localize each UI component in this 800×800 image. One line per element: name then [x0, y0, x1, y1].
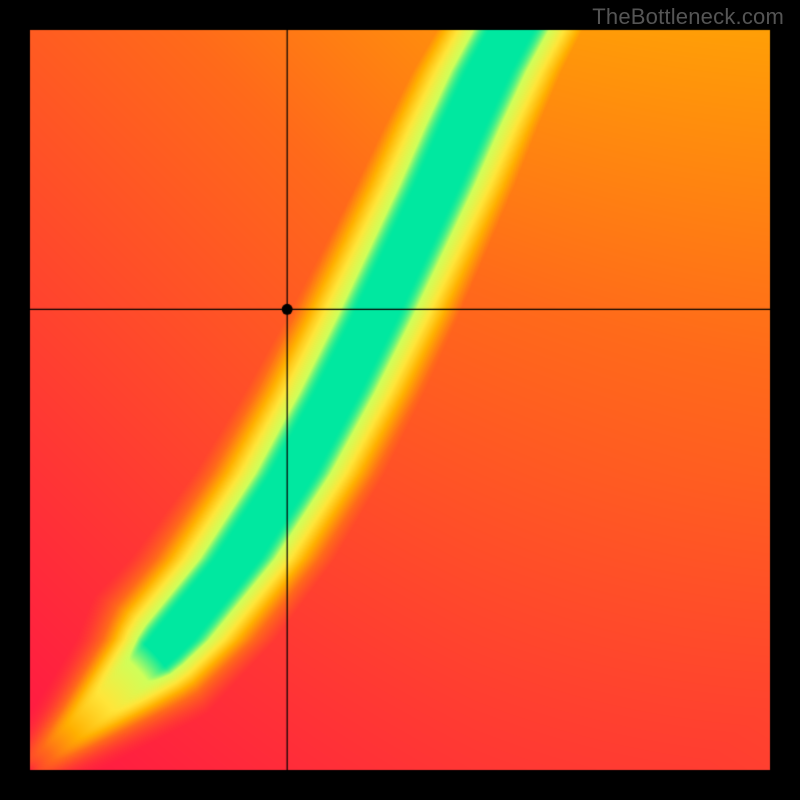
heatmap-canvas	[0, 0, 800, 800]
figure-stage: TheBottleneck.com	[0, 0, 800, 800]
watermark-text: TheBottleneck.com	[592, 4, 784, 30]
